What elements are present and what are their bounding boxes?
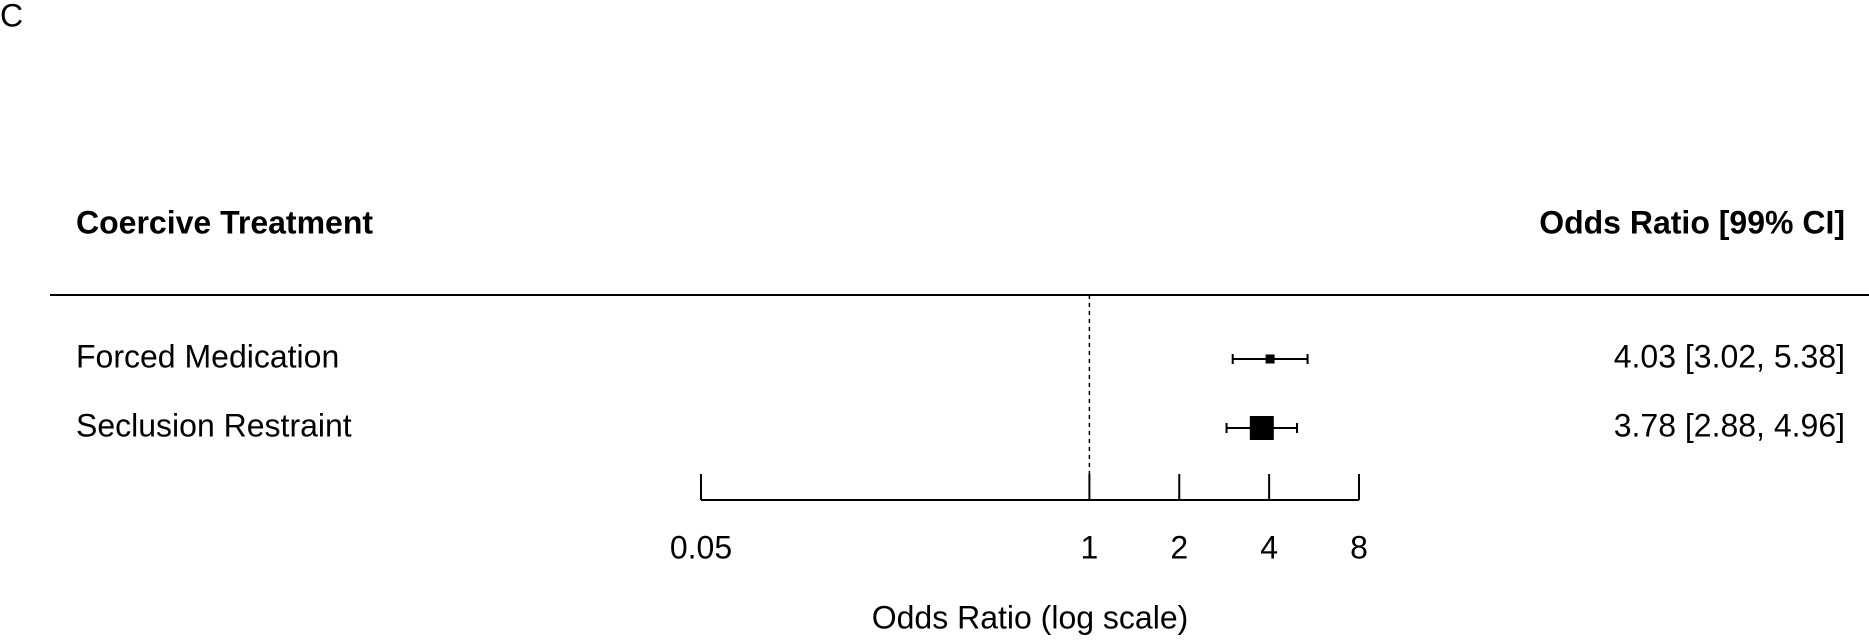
row-label: Seclusion Restraint [76, 407, 352, 443]
panel-label: C [0, 0, 23, 33]
label-header: Coercive Treatment [76, 204, 373, 240]
x-tick-label: 4 [1260, 529, 1278, 565]
value-label: 4.03 [3.02, 5.38] [1614, 338, 1845, 374]
row-label: Forced Medication [76, 338, 339, 374]
point-estimate [1249, 416, 1274, 440]
x-axis-title: Odds Ratio (log scale) [872, 599, 1189, 635]
value-header: Odds Ratio [99% CI] [1539, 204, 1845, 240]
x-tick-label: 2 [1170, 529, 1188, 565]
x-tick-label: 8 [1350, 529, 1368, 565]
value-label: 3.78 [2.88, 4.96] [1614, 407, 1845, 443]
point-estimate [1265, 354, 1275, 364]
x-tick-label: 1 [1081, 529, 1099, 565]
x-tick-label: 0.05 [670, 529, 732, 565]
